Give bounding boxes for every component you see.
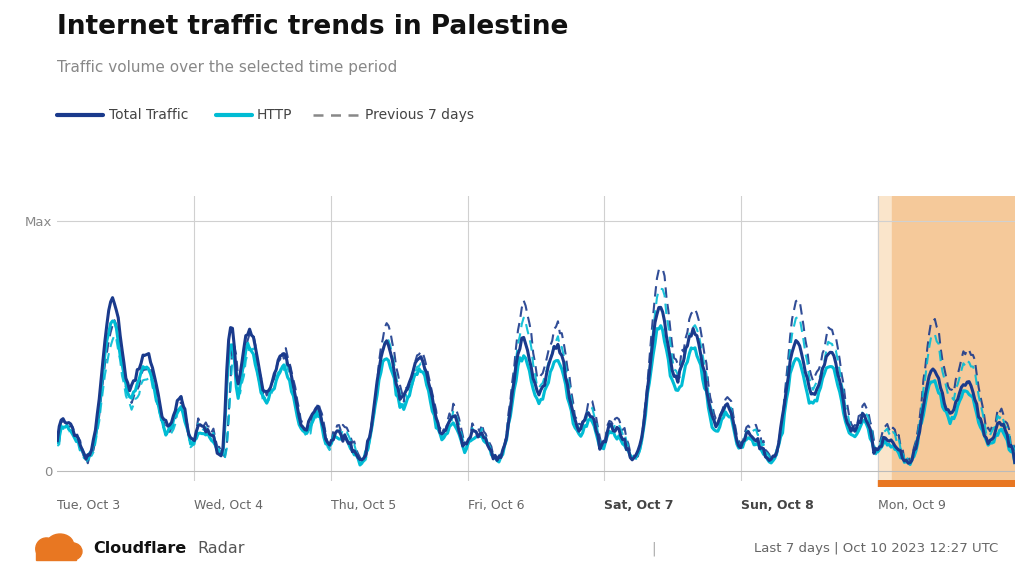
Bar — [36, 548, 77, 560]
Ellipse shape — [62, 543, 82, 560]
Text: Previous 7 days: Previous 7 days — [365, 108, 473, 122]
Text: Tue, Oct 3: Tue, Oct 3 — [57, 499, 121, 513]
Text: Fri, Oct 6: Fri, Oct 6 — [468, 499, 524, 513]
Text: Total Traffic: Total Traffic — [109, 108, 188, 122]
Bar — [878, 480, 1015, 487]
Bar — [892, 196, 1015, 481]
Ellipse shape — [36, 538, 57, 559]
Text: Radar: Radar — [198, 541, 245, 556]
Text: Traffic volume over the selected time period: Traffic volume over the selected time pe… — [57, 60, 397, 75]
Text: Thu, Oct 5: Thu, Oct 5 — [331, 499, 396, 513]
Text: Cloudflare: Cloudflare — [93, 541, 186, 556]
Text: Sun, Oct 8: Sun, Oct 8 — [741, 499, 814, 513]
Text: HTTP: HTTP — [257, 108, 293, 122]
Bar — [878, 196, 892, 481]
Text: Sat, Oct 7: Sat, Oct 7 — [604, 499, 674, 513]
Text: |: | — [651, 541, 655, 556]
Text: Last 7 days | Oct 10 2023 12:27 UTC: Last 7 days | Oct 10 2023 12:27 UTC — [754, 542, 998, 555]
Text: Wed, Oct 4: Wed, Oct 4 — [195, 499, 263, 513]
Ellipse shape — [46, 534, 74, 556]
Text: Mon, Oct 9: Mon, Oct 9 — [878, 499, 946, 513]
Text: Internet traffic trends in Palestine: Internet traffic trends in Palestine — [57, 14, 568, 40]
